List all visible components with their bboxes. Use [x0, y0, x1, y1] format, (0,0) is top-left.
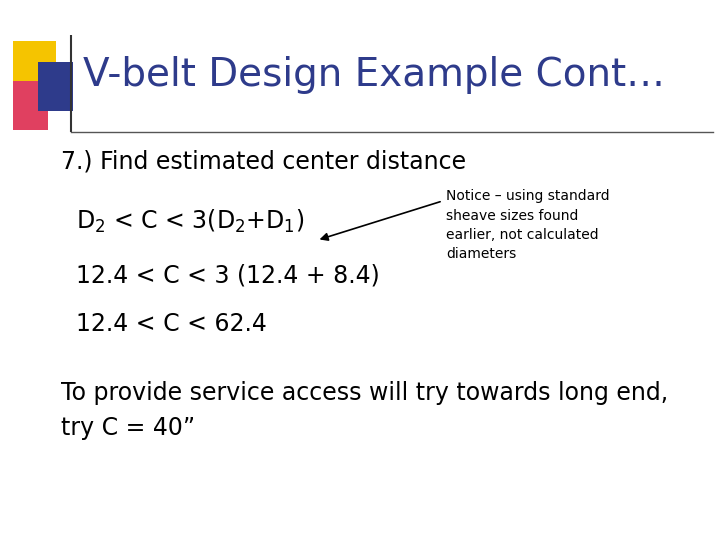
- Text: 12.4 < C < 3 (12.4 + 8.4): 12.4 < C < 3 (12.4 + 8.4): [76, 264, 379, 287]
- Text: V-belt Design Example Cont…: V-belt Design Example Cont…: [83, 56, 665, 93]
- Text: 12.4 < C < 62.4: 12.4 < C < 62.4: [76, 312, 266, 336]
- FancyBboxPatch shape: [13, 81, 48, 130]
- Text: D$_2$ < C < 3(D$_2$+D$_1$): D$_2$ < C < 3(D$_2$+D$_1$): [76, 208, 304, 235]
- Text: 7.) Find estimated center distance: 7.) Find estimated center distance: [61, 150, 467, 174]
- FancyBboxPatch shape: [38, 62, 73, 111]
- FancyBboxPatch shape: [13, 40, 56, 89]
- Text: To provide service access will try towards long end,
try C = 40”: To provide service access will try towar…: [61, 381, 668, 440]
- Text: Notice – using standard
sheave sizes found
earlier, not calculated
diameters: Notice – using standard sheave sizes fou…: [446, 189, 610, 261]
